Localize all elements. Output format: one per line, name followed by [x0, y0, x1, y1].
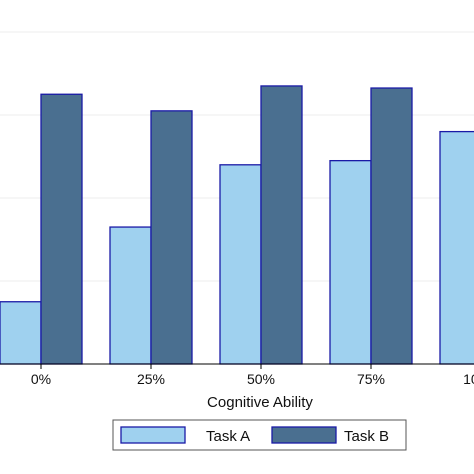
bar-task-a-1 — [109, 226, 152, 365]
bar-task-b-1 — [150, 110, 193, 365]
legend-label-task-b: Task B — [344, 428, 389, 445]
legend-swatch-task-b — [271, 426, 337, 444]
bar-task-a-2 — [219, 164, 262, 365]
x-axis-title: Cognitive Ability — [207, 394, 313, 411]
bars — [0, 85, 474, 365]
legend-swatch-task-a — [120, 426, 186, 444]
x-tick-label: 100% — [463, 371, 474, 387]
bar-task-a-3 — [329, 159, 372, 365]
bar-task-a-4 — [439, 130, 474, 365]
x-tick-label: 0% — [31, 371, 51, 387]
x-tick-label: 75% — [357, 371, 385, 387]
bar-task-a-0 — [0, 301, 42, 365]
bar-task-b-0 — [40, 93, 83, 365]
x-tick-label: 25% — [137, 371, 165, 387]
x-tick-label: 50% — [247, 371, 275, 387]
bar-task-b-3 — [370, 87, 413, 365]
bar-task-b-2 — [260, 85, 303, 365]
legend-label-task-a: Task A — [206, 428, 250, 445]
x-axis-ticks: 0% 25% 50% 75% 100% — [31, 364, 474, 387]
legend: Task A Task B — [112, 419, 407, 451]
